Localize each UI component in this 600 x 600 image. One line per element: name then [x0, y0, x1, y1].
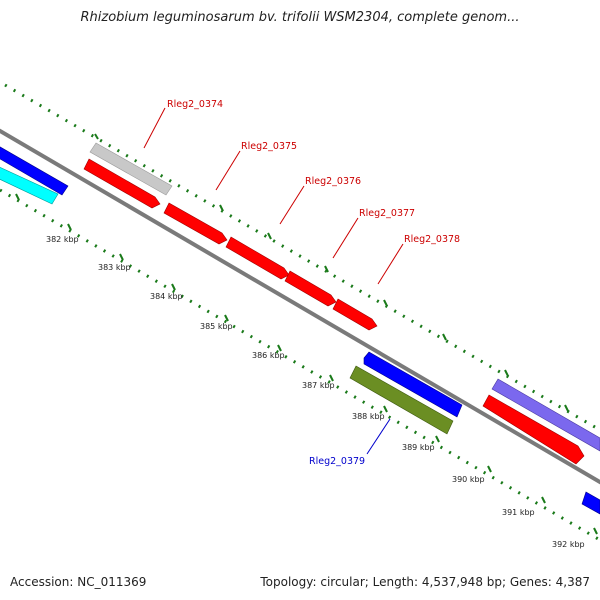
tick-label-383: 383 kbp	[98, 263, 131, 272]
outer-major-ticks	[94, 133, 569, 412]
gene-label-rleg2-0379[interactable]: Rleg2_0379	[309, 456, 365, 467]
inner-tick-ring	[0, 188, 600, 542]
outer-tick-ring	[4, 83, 600, 432]
tick-label-392: 392 kbp	[552, 540, 585, 549]
gene-label-rleg2-0374[interactable]: Rleg2_0374	[167, 99, 223, 110]
gene-cyan-left[interactable]	[0, 165, 59, 205]
gene-red-right[interactable]	[482, 394, 585, 465]
gene-rleg2-0379[interactable]	[349, 365, 454, 435]
gene-red-5[interactable]	[332, 298, 378, 331]
gene-rleg2-0374[interactable]	[89, 142, 173, 196]
accession-text: Accession: NC_011369	[10, 575, 147, 589]
tick-label-389: 389 kbp	[402, 443, 435, 452]
tick-label-385: 385 kbp	[200, 322, 233, 331]
gene-purple-right[interactable]	[491, 378, 600, 452]
tick-label-382: 382 kbp	[46, 235, 79, 244]
gene-label-rleg2-0375[interactable]: Rleg2_0375	[241, 141, 297, 152]
gene-blue-left[interactable]	[0, 144, 69, 196]
scale-labels: 382 kbp 383 kbp 384 kbp 385 kbp 386 kbp …	[46, 235, 585, 549]
gene-label-rleg2-0378[interactable]: Rleg2_0378	[404, 234, 460, 245]
gene-blue-right[interactable]	[581, 491, 600, 515]
gene-rleg2-0375[interactable]	[83, 158, 161, 209]
map-title: Rhizobium leguminosarum bv. trifolii WSM…	[80, 10, 520, 25]
gene-rleg2-0378[interactable]	[284, 270, 337, 307]
gene-label-rleg2-0376[interactable]: Rleg2_0376	[305, 176, 361, 187]
gene-labels[interactable]: Rleg2_0374 Rleg2_0375 Rleg2_0376 Rleg2_0…	[167, 99, 460, 467]
tick-label-386: 386 kbp	[252, 351, 285, 360]
tick-label-391: 391 kbp	[502, 508, 535, 517]
gene-blue-mid[interactable]	[363, 351, 463, 418]
tick-label-390: 390 kbp	[452, 475, 485, 484]
gene-label-rleg2-0377[interactable]: Rleg2_0377	[359, 208, 415, 219]
tick-label-384: 384 kbp	[150, 292, 183, 301]
tick-label-387: 387 kbp	[302, 381, 335, 390]
genome-summary: Topology: circular; Length: 4,537,948 bp…	[260, 575, 590, 589]
genome-backbone	[0, 128, 600, 485]
reverse-genes[interactable]	[349, 351, 600, 515]
tick-label-388: 388 kbp	[352, 412, 385, 421]
forward-genes[interactable]	[0, 142, 600, 465]
gene-rleg2-0376[interactable]	[163, 202, 228, 245]
inner-major-ticks	[15, 193, 598, 535]
label-leaders	[143, 107, 404, 455]
gene-rleg2-0377[interactable]	[225, 236, 290, 280]
